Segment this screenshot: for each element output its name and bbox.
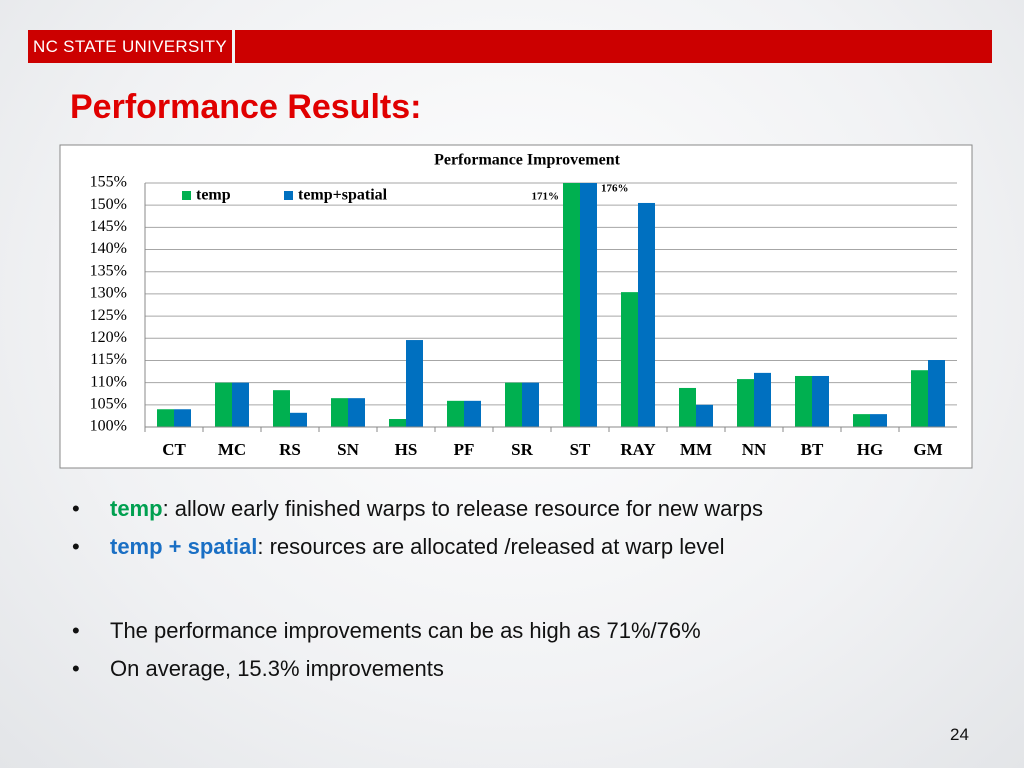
bar	[157, 409, 174, 427]
x-tick-label: MC	[218, 440, 246, 459]
bar	[638, 202, 655, 427]
legend-label: temp	[196, 187, 231, 204]
x-tick-label: BT	[801, 440, 824, 459]
logo: NC STATE UNIVERSITY	[28, 30, 232, 63]
bullet: On average, 15.3% improvements	[70, 656, 701, 682]
bar	[215, 382, 232, 427]
x-tick-label: NN	[742, 440, 767, 459]
y-tick-label: 100%	[90, 418, 127, 435]
bar	[406, 340, 423, 427]
x-tick-label: HG	[857, 440, 883, 459]
bar	[464, 400, 481, 427]
y-tick-label: 140%	[90, 240, 127, 257]
bullet-list: temp: allow early finished warps to rele…	[70, 496, 763, 572]
bar	[563, 183, 580, 427]
y-tick-label: 135%	[90, 262, 127, 279]
x-tick-label: HS	[395, 440, 418, 459]
x-tick-label: CT	[162, 440, 186, 459]
bar	[621, 292, 638, 427]
y-tick-label: 125%	[90, 307, 127, 324]
chart-title: Performance Improvement	[434, 152, 621, 169]
y-tick-label: 115%	[90, 351, 127, 368]
bar	[812, 375, 829, 427]
bar	[232, 382, 249, 427]
x-tick-label: MM	[680, 440, 712, 459]
slide-title: Performance Results:	[70, 88, 422, 126]
bullet-list: The performance improvements can be as h…	[70, 618, 701, 694]
x-tick-label: PF	[454, 440, 475, 459]
x-tick-label: SN	[337, 440, 359, 459]
bar	[348, 398, 365, 427]
bar	[290, 412, 307, 427]
y-tick-label: 110%	[90, 373, 127, 390]
bar	[754, 372, 771, 427]
bar	[737, 379, 754, 427]
x-tick-label: RAY	[620, 440, 655, 459]
bar	[911, 370, 928, 427]
bullet-text: On average, 15.3% improvements	[110, 656, 444, 681]
bar	[505, 382, 522, 427]
bullet: temp + spatial: resources are allocated …	[70, 534, 763, 560]
x-tick-label: ST	[570, 440, 591, 459]
bar	[696, 404, 713, 427]
bar	[928, 360, 945, 427]
bar	[870, 414, 887, 427]
bullet-text: : resources are allocated /released at w…	[257, 534, 725, 559]
legend-swatch	[284, 191, 293, 200]
legend-swatch	[182, 191, 191, 200]
bullet-text: : allow early finished warps to release …	[162, 496, 763, 521]
y-tick-label: 120%	[90, 329, 127, 346]
header-bar	[235, 30, 992, 63]
y-tick-label: 145%	[90, 218, 127, 235]
x-tick-label: GM	[913, 440, 942, 459]
y-tick-label: 130%	[90, 285, 127, 302]
data-label: 171%	[532, 191, 560, 203]
bar	[580, 183, 597, 427]
bar	[389, 419, 406, 427]
bar	[447, 400, 464, 427]
bullet-term: temp + spatial	[110, 534, 258, 559]
bullet-term: temp	[110, 496, 163, 521]
bar	[679, 387, 696, 427]
chart: Performance Improvement 100% 105% 110% 115%…	[59, 144, 973, 469]
bullet: temp: allow early finished warps to rele…	[70, 496, 763, 522]
bullet-text: The performance improvements can be as h…	[110, 618, 701, 643]
bar	[331, 398, 348, 427]
y-tick-label: 155%	[90, 174, 127, 191]
x-tick-label: SR	[511, 440, 533, 459]
y-tick-label: 105%	[90, 395, 127, 412]
bar	[522, 382, 539, 427]
bar	[174, 409, 191, 427]
legend-label: temp+spatial	[298, 187, 388, 204]
bar	[853, 414, 870, 427]
bullet: The performance improvements can be as h…	[70, 618, 701, 644]
bar	[795, 375, 812, 427]
data-label: 176%	[601, 183, 629, 195]
x-tick-label: RS	[279, 440, 301, 459]
page-number: 24	[950, 725, 969, 744]
bar	[273, 390, 290, 427]
y-tick-label: 150%	[90, 196, 127, 213]
